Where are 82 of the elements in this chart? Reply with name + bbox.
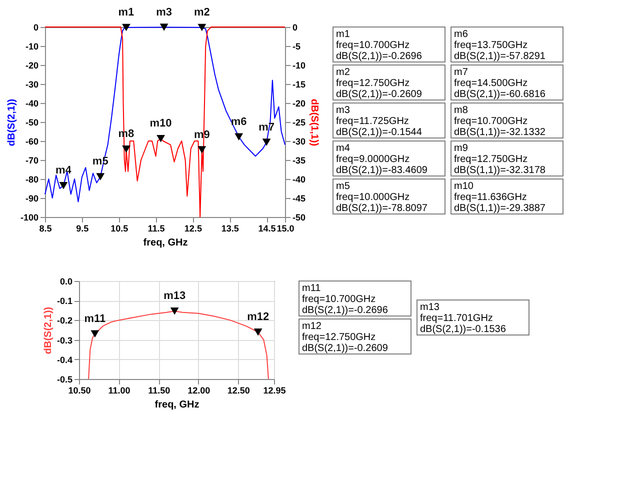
data-label: m10 xyxy=(150,118,172,130)
data-label: m2 xyxy=(194,6,210,18)
y-tick-label: -90 xyxy=(25,194,38,204)
y-tick-label: -0.4 xyxy=(56,354,72,365)
text: m3 freq=11.725GHz dB(S(2,1))=-0.1544 xyxy=(336,105,422,138)
data-label: m1 xyxy=(118,6,134,19)
text: m8 freq=10.700GHz dB(S(1,1))=-32.1332 xyxy=(454,105,546,138)
data-label: m4 xyxy=(56,164,72,177)
data-label: m3 xyxy=(156,6,172,18)
y2-tick-label: -5 xyxy=(292,42,301,52)
text: m12 freq=12.750GHz dB(S(2,1))=-0.2609 xyxy=(302,321,388,354)
y-tick-label: -30 xyxy=(25,80,38,90)
x-axis-title: freq, GHz xyxy=(154,400,200,410)
point xyxy=(122,145,130,153)
text: m1 freq=10.700GHz dB(S(2,1))=-0.2696 xyxy=(336,29,422,62)
x-tick-label: 12.00 xyxy=(188,386,210,396)
x-tick-label: 12.50 xyxy=(227,386,250,396)
x-tick-label: 12.5 xyxy=(184,224,202,234)
y-tick-label: -0.1 xyxy=(56,296,72,306)
y2-tick-label: -15 xyxy=(292,80,306,90)
y-tick-label: -0.2 xyxy=(56,316,72,326)
point xyxy=(90,330,100,338)
text: m4 freq=9.0000GHz dB(S(2,1))=-83.4609 xyxy=(336,143,428,176)
y-tick-label: -10 xyxy=(25,42,38,52)
text: m11 freq=10.700GHz dB(S(2,1))=-0.2696 xyxy=(302,283,388,316)
y-tick-label: -80 xyxy=(25,174,38,184)
point xyxy=(96,173,105,180)
y-tick-label: -0.5 xyxy=(56,374,72,384)
point xyxy=(156,135,165,142)
y-tick-label: -0.3 xyxy=(56,335,72,346)
point xyxy=(122,24,130,32)
x-tick-label: 8.5 xyxy=(39,224,52,234)
y2-tick-label: -50 xyxy=(292,212,306,222)
x-tick-label: 11.5 xyxy=(148,224,165,234)
point xyxy=(254,328,262,336)
y2-tick-label: -25 xyxy=(292,118,306,128)
point xyxy=(59,182,68,190)
x-tick-label: 9.5 xyxy=(76,224,89,234)
text: m5 freq=10.000GHz dB(S(2,1))=-78.8097 xyxy=(336,181,428,214)
point xyxy=(170,307,179,315)
text: m6 freq=13.750GHz dB(S(2,1))=-57.8291 xyxy=(454,29,546,62)
y-tick-label: -100 xyxy=(20,212,38,222)
x-tick-label: 15.0 xyxy=(276,224,294,234)
x-tick-label: 11.50 xyxy=(148,386,170,396)
x-tick-label: 11.00 xyxy=(108,386,130,396)
text: m13 freq=11.701GHz dB(S(2,1))=-0.1536 xyxy=(420,302,506,335)
point xyxy=(198,24,206,32)
y2-tick-label: -40 xyxy=(292,174,306,184)
text: m9 freq=12.750GHz dB(S(1,1))=-32.3178 xyxy=(454,143,546,176)
x-tick-label: 14.5 xyxy=(258,224,276,234)
y-tick-label: -60 xyxy=(25,136,38,146)
x-tick-label: 10.50 xyxy=(68,386,91,396)
point xyxy=(262,138,271,146)
y2-axis-title: dB(S(1,1)) xyxy=(308,98,320,146)
x-tick-label: 12.95 xyxy=(263,386,286,396)
data-label: m12 xyxy=(247,311,270,324)
y-tick-label: -20 xyxy=(25,60,38,70)
y2-tick-label: -30 xyxy=(292,136,306,146)
y-tick-label: -40 xyxy=(25,98,38,108)
y-tick-label: -70 xyxy=(25,156,38,166)
y2-tick-label: -10 xyxy=(292,60,306,70)
text: m7 freq=14.500GHz dB(S(2,1))=-60.6816 xyxy=(454,67,546,100)
y-tick-label: 0.0 xyxy=(60,276,72,286)
text: m10 freq=11.636GHz dB(S(1,1))=-29.3887 xyxy=(454,181,546,214)
y2-tick-label: 0 xyxy=(292,22,298,32)
y2-tick-label: -35 xyxy=(292,156,306,166)
x-tick-label: 13.5 xyxy=(221,224,239,234)
data-label: m13 xyxy=(164,290,186,302)
data-label: m11 xyxy=(84,312,106,325)
x-axis-title: freq, GHz xyxy=(143,238,188,248)
y-tick-label: 0 xyxy=(33,22,38,32)
y-axis-title: dB(S(2,1)) xyxy=(42,306,54,354)
point xyxy=(234,133,244,140)
data-label: m6 xyxy=(230,116,247,128)
x-tick-label: 10.5 xyxy=(110,224,128,234)
point xyxy=(160,24,168,31)
y-tick-label: -50 xyxy=(25,118,38,128)
y2-tick-label: -20 xyxy=(292,98,306,108)
y2-tick-label: -45 xyxy=(292,194,306,204)
text: m2 freq=12.750GHz dB(S(2,1))=-0.2609 xyxy=(336,67,422,100)
point xyxy=(198,146,206,154)
y-axis-title: dB(S(2,1)) xyxy=(6,98,18,146)
